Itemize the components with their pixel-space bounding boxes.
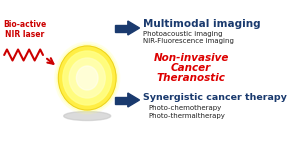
Circle shape: [63, 51, 112, 105]
Circle shape: [55, 42, 120, 114]
Polygon shape: [128, 21, 140, 35]
Text: Cancer: Cancer: [171, 63, 211, 73]
Text: Photoacoustic imaging: Photoacoustic imaging: [143, 31, 223, 37]
Text: Synergistic cancer therapy: Synergistic cancer therapy: [143, 93, 287, 102]
Text: NIR-Fluorescence imaging: NIR-Fluorescence imaging: [143, 38, 234, 44]
Text: Theranostic: Theranostic: [157, 73, 226, 83]
Circle shape: [69, 58, 105, 98]
Circle shape: [58, 46, 116, 110]
Circle shape: [57, 44, 118, 112]
Text: Multimodal imaging: Multimodal imaging: [143, 19, 261, 29]
Polygon shape: [115, 25, 128, 31]
Text: Bio-active
NIR laser: Bio-active NIR laser: [3, 20, 47, 39]
Text: Photo-thermaltherapy: Photo-thermaltherapy: [148, 113, 226, 119]
Ellipse shape: [64, 112, 111, 120]
Polygon shape: [115, 97, 128, 104]
Polygon shape: [128, 93, 140, 107]
Text: Non-invasive: Non-invasive: [153, 53, 229, 63]
Text: Photo-chemotherapy: Photo-chemotherapy: [148, 105, 222, 111]
Circle shape: [76, 66, 98, 90]
